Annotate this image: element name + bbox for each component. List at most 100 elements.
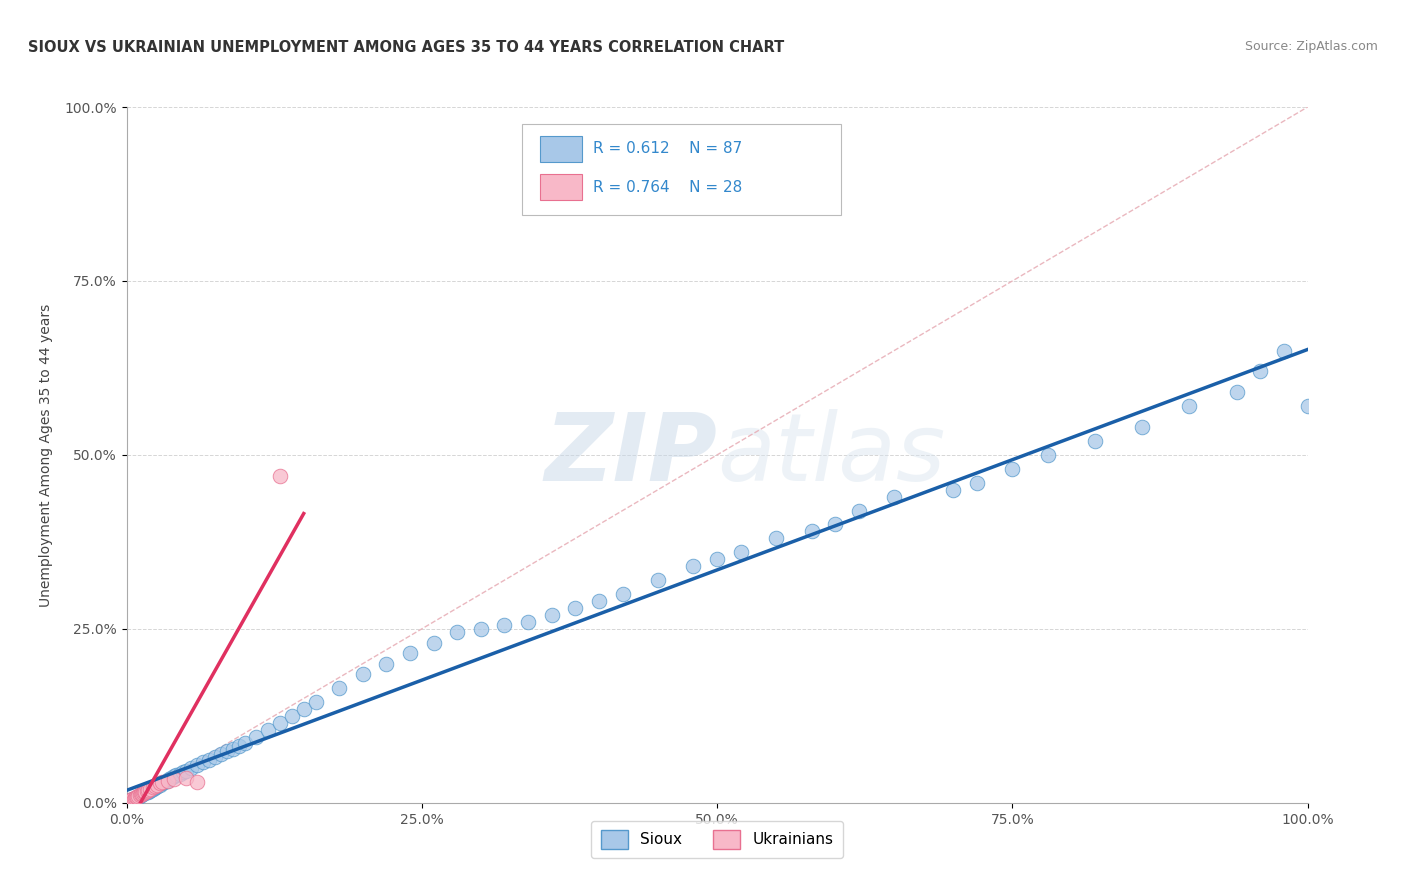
Point (186, 775, 208, 789)
Text: Source: ZipAtlas.com: Source: ZipAtlas.com (1244, 40, 1378, 54)
Point (124, 791, 146, 805)
Point (150, 776, 173, 790)
Point (269, 468, 291, 483)
Point (120, 794, 142, 808)
Point (1272, 343, 1295, 358)
Point (281, 708, 304, 723)
Y-axis label: Unemployment Among Ages 35 to 44 years: Unemployment Among Ages 35 to 44 years (39, 303, 53, 607)
Legend: Sioux, Ukrainians: Sioux, Ukrainians (592, 821, 842, 858)
Point (134, 786, 156, 800)
Point (174, 772, 197, 786)
Point (517, 615, 540, 629)
Point (128, 788, 150, 802)
Point (257, 723, 280, 737)
FancyBboxPatch shape (540, 174, 582, 201)
Point (165, 768, 187, 782)
Point (149, 778, 172, 792)
Point (132, 786, 155, 800)
Text: R = 0.612    N = 87: R = 0.612 N = 87 (593, 141, 742, 156)
Point (942, 483, 965, 497)
Point (120, 794, 142, 808)
Point (292, 702, 315, 716)
Point (730, 545, 752, 559)
Point (134, 785, 156, 799)
Point (245, 730, 267, 744)
Point (138, 784, 160, 798)
Point (647, 573, 669, 587)
Point (131, 787, 153, 801)
Point (883, 490, 905, 504)
Point (966, 475, 988, 490)
Point (193, 756, 215, 770)
Point (1130, 420, 1153, 434)
Point (132, 787, 155, 801)
Point (120, 793, 142, 807)
Point (446, 625, 468, 640)
Point (494, 618, 516, 632)
Point (143, 780, 166, 795)
Point (269, 715, 291, 730)
Point (122, 791, 145, 805)
Point (1001, 462, 1024, 476)
Point (328, 681, 350, 695)
Point (174, 764, 197, 778)
Point (422, 636, 444, 650)
Point (204, 750, 226, 764)
Point (127, 789, 149, 804)
Point (169, 766, 191, 780)
Point (156, 773, 179, 788)
Point (824, 517, 846, 532)
Point (145, 780, 167, 794)
Point (146, 778, 169, 792)
Point (848, 503, 870, 517)
Point (118, 794, 141, 808)
Point (135, 784, 157, 798)
Point (215, 744, 238, 758)
Point (180, 761, 202, 775)
Point (136, 785, 159, 799)
Point (540, 607, 562, 622)
Point (141, 782, 163, 797)
Point (122, 792, 145, 806)
Point (1084, 434, 1107, 448)
Point (129, 788, 152, 802)
Point (222, 741, 245, 756)
Text: ZIP: ZIP (544, 409, 717, 501)
Point (157, 772, 180, 786)
Point (136, 783, 159, 797)
Point (127, 789, 149, 803)
Point (135, 785, 157, 799)
Point (233, 736, 256, 750)
Point (1178, 399, 1201, 413)
Point (163, 769, 186, 783)
Point (470, 622, 492, 636)
Point (1226, 385, 1249, 400)
Point (120, 794, 142, 808)
Point (172, 765, 194, 780)
Point (682, 559, 704, 574)
Point (706, 552, 728, 566)
Point (612, 587, 634, 601)
Point (118, 794, 141, 808)
Point (765, 532, 787, 546)
Text: R = 0.764    N = 28: R = 0.764 N = 28 (593, 179, 742, 194)
Point (304, 695, 326, 709)
Point (198, 753, 221, 767)
Point (134, 785, 156, 799)
Point (352, 667, 374, 681)
Text: atlas: atlas (717, 409, 945, 500)
Point (125, 791, 148, 805)
Point (148, 778, 170, 793)
Point (153, 775, 176, 789)
Point (588, 594, 610, 608)
Point (1296, 399, 1319, 413)
Point (141, 780, 163, 795)
Point (150, 775, 173, 789)
Point (129, 788, 152, 802)
Point (139, 781, 162, 796)
Point (143, 779, 166, 793)
Point (127, 790, 149, 805)
Point (128, 789, 150, 803)
Point (141, 781, 163, 796)
Point (134, 785, 156, 799)
